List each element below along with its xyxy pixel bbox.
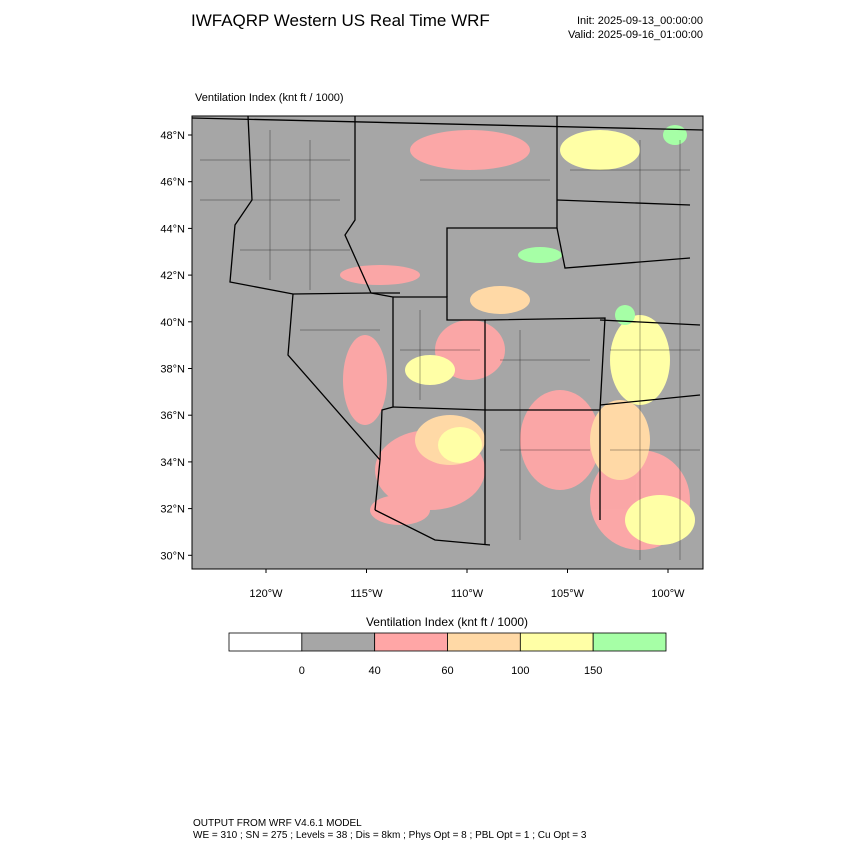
lon-label: 115°W	[350, 588, 383, 600]
lon-label: 100°W	[651, 588, 685, 600]
colorbar-box	[592, 632, 667, 652]
colorbar-box	[228, 632, 303, 652]
lat-label: 30°N	[160, 550, 185, 562]
lat-label: 36°N	[160, 410, 185, 422]
colorbar-label: 150	[584, 665, 602, 677]
map-label: Ventilation Index (knt ft / 1000)	[195, 92, 344, 104]
lat-label: 32°N	[160, 504, 185, 516]
lat-label: 42°N	[160, 270, 185, 282]
lat-label: 46°N	[160, 177, 185, 189]
map	[191, 115, 704, 570]
colorbar: 0 40 60 100 150	[228, 632, 667, 677]
colorbar-label: 60	[441, 665, 453, 677]
lon-label: 120°W	[249, 588, 283, 600]
lon-label: 105°W	[551, 588, 585, 600]
init-time: Init: 2025-09-13_00:00:00	[577, 15, 703, 27]
lat-label: 40°N	[160, 317, 185, 329]
lat-label: 34°N	[160, 457, 185, 469]
colorbar-box	[374, 632, 448, 652]
valid-time: Valid: 2025-09-16_01:00:00	[568, 29, 703, 41]
footer-line: OUTPUT FROM WRF V4.6.1 MODEL	[193, 818, 362, 829]
legend-title: Ventilation Index (knt ft / 1000)	[366, 615, 528, 629]
lon-label: 110°W	[451, 588, 484, 600]
footer-line: WE = 310 ; SN = 275 ; Levels = 38 ; Dis …	[193, 830, 587, 841]
colorbar-label: 100	[511, 665, 529, 677]
colorbar-box	[447, 632, 521, 652]
lat-label: 48°N	[160, 130, 185, 142]
lat-label: 38°N	[160, 364, 185, 376]
colorbar-label: 40	[369, 665, 381, 677]
colorbar-label: 0	[299, 665, 305, 677]
colorbar-box	[519, 632, 594, 652]
lat-label: 44°N	[160, 223, 185, 235]
title: IWFAQRP Western US Real Time WRF	[191, 11, 490, 30]
colorbar-box	[301, 632, 376, 652]
